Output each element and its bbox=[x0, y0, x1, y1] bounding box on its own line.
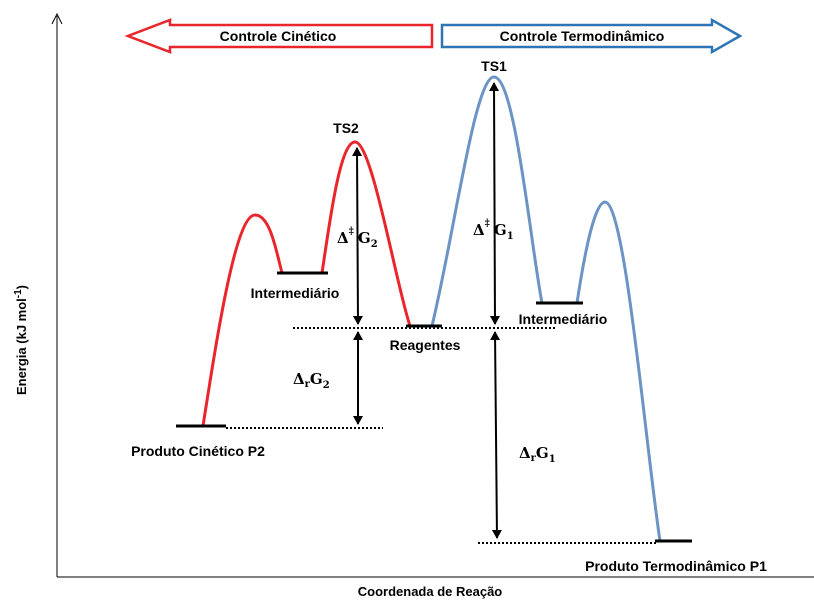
ts1-label: TS1 bbox=[481, 58, 507, 74]
x-axis-title: Coordenada de Reação bbox=[358, 584, 503, 599]
activation-label: Δ‡ G1 bbox=[473, 218, 514, 242]
intermediate-label: Intermediário bbox=[519, 311, 608, 327]
activation-label: Δ‡ G2 bbox=[337, 226, 378, 250]
kinetic-product-label: Produto Cinético P2 bbox=[131, 443, 265, 459]
energy-arrows bbox=[352, 82, 502, 539]
levels bbox=[176, 271, 692, 543]
reaction-label: ΔrG1 bbox=[519, 444, 556, 465]
thermo-product-label: Produto Termodinâmico P1 bbox=[585, 558, 767, 574]
thermo-arrow bbox=[440, 17, 743, 55]
banner-kinetic: Controle Cinético bbox=[220, 28, 337, 44]
y-axis-title: Energia (kJ mol-1) bbox=[13, 285, 29, 395]
axes bbox=[51, 12, 814, 578]
dotted-lines bbox=[226, 327, 656, 544]
banner-thermo: Controle Termodinâmico bbox=[500, 28, 665, 44]
kinetic-arrow bbox=[124, 18, 434, 54]
ts2-label: TS2 bbox=[333, 120, 359, 136]
reaction-label: ΔrG2 bbox=[293, 370, 330, 391]
thermo-path bbox=[430, 75, 662, 542]
kinetic-path bbox=[201, 140, 412, 427]
reactants-label: Reagentes bbox=[390, 337, 461, 353]
intermediate-label: Intermediário bbox=[251, 285, 340, 301]
